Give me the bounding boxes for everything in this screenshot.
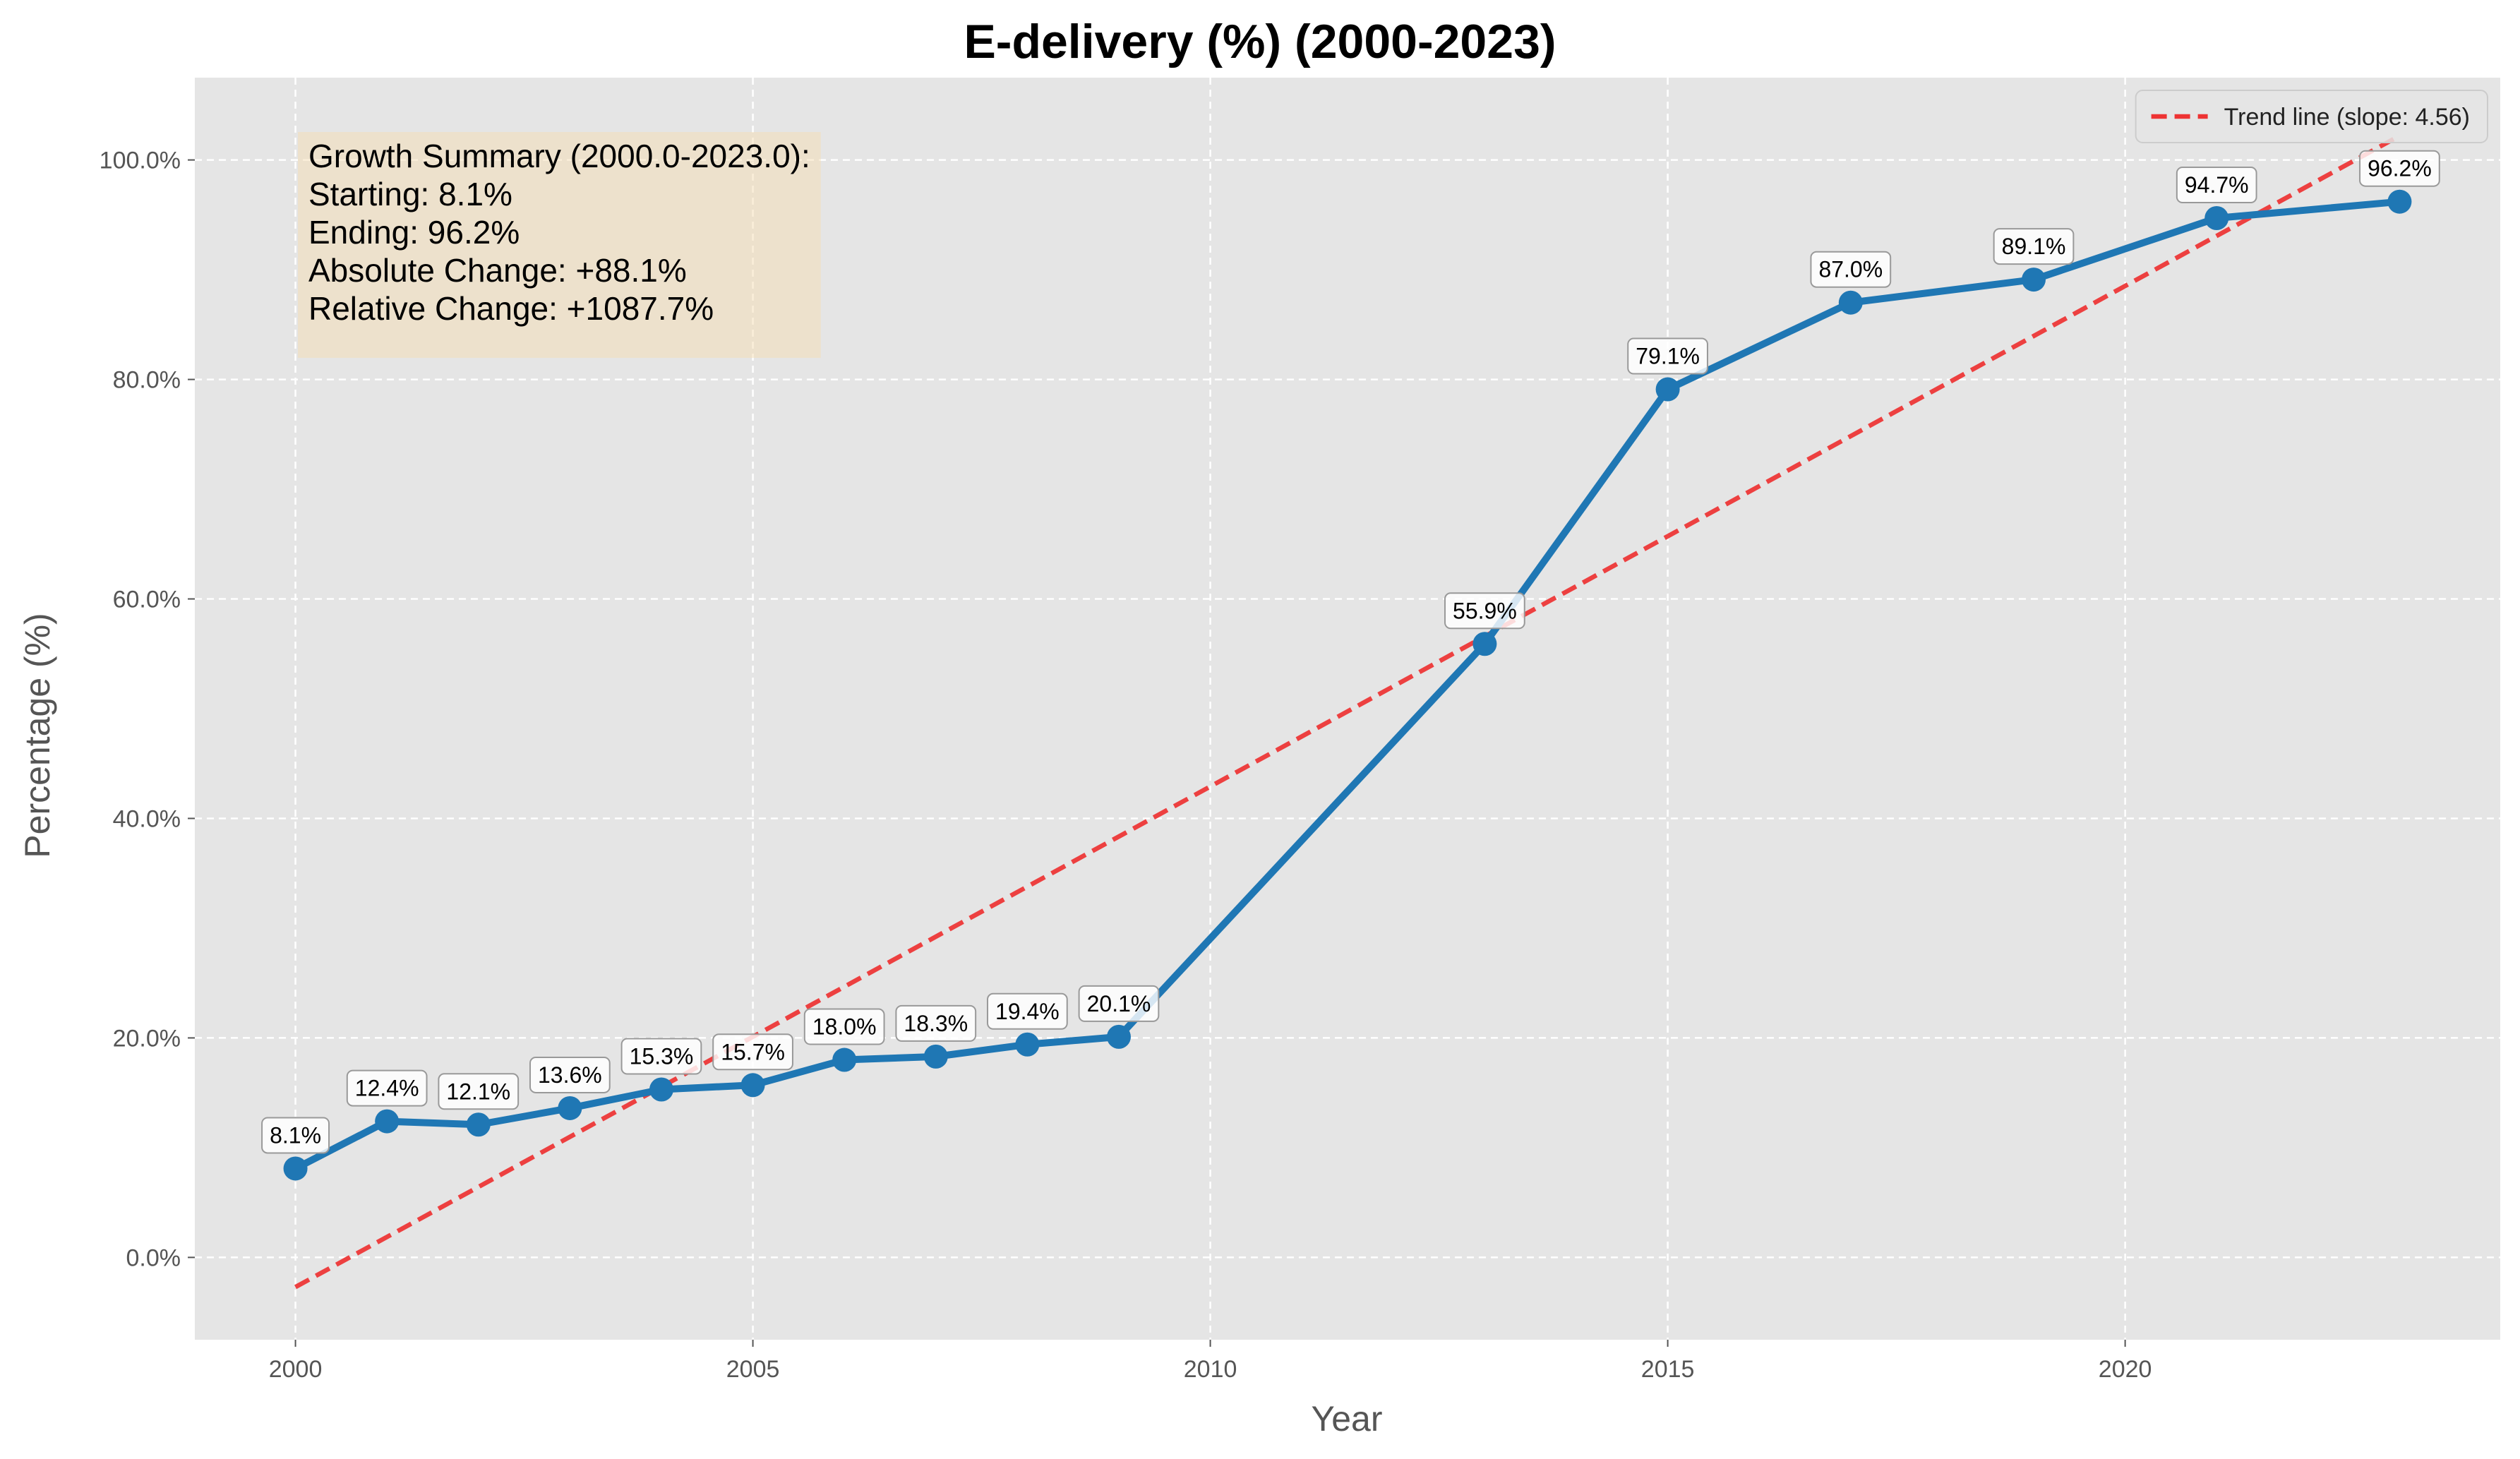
data-label-box bbox=[712, 1033, 793, 1071]
data-point bbox=[1106, 1024, 1131, 1049]
y-tick-label: 0.0% bbox=[126, 1244, 181, 1271]
data-label-text: 15.7% bbox=[721, 1039, 785, 1064]
y-tick-label: 60.0% bbox=[113, 587, 181, 613]
legend: Trend line (slope: 4.56) bbox=[2135, 90, 2488, 143]
data-label-text: 13.6% bbox=[538, 1062, 602, 1088]
growth-summary-box: Growth Summary (2000.0-2023.0):Starting:… bbox=[298, 132, 821, 358]
data-label-box bbox=[895, 1004, 977, 1042]
data-label-text: 18.3% bbox=[904, 1011, 968, 1036]
y-axis: 0.0% 20.0% 40.0% 60.0% 80.0% 100.0% bbox=[100, 148, 195, 1271]
data-series bbox=[283, 189, 2412, 1181]
data-label-text: 8.1% bbox=[270, 1122, 321, 1148]
summary-line: Starting: 8.1% bbox=[308, 176, 512, 212]
data-label: 94.7% bbox=[2176, 167, 2257, 204]
x-axis: 2000 2005 2010 2015 2020 bbox=[269, 1340, 2152, 1383]
data-label-text: 12.4% bbox=[355, 1076, 419, 1101]
data-point bbox=[466, 1112, 491, 1137]
data-label-text: 94.7% bbox=[2185, 172, 2249, 198]
data-label: 15.7% bbox=[712, 1033, 793, 1071]
data-label: 12.1% bbox=[438, 1073, 520, 1110]
data-label-box bbox=[620, 1038, 702, 1075]
summary-line: Relative Change: +1087.7% bbox=[308, 290, 714, 327]
y-axis-title: Percentage (%) bbox=[18, 613, 57, 858]
data-label-box bbox=[2176, 167, 2257, 204]
data-point bbox=[1655, 377, 1680, 402]
x-tick-label: 2015 bbox=[1641, 1356, 1695, 1383]
data-label: 20.1% bbox=[1078, 985, 1160, 1022]
data-label: 87.0% bbox=[1810, 251, 1892, 288]
data-label-box bbox=[1993, 228, 2075, 265]
series-line bbox=[292, 198, 2404, 1172]
data-point bbox=[2387, 189, 2412, 214]
data-point bbox=[2204, 206, 2229, 231]
data-label-text: 12.1% bbox=[446, 1079, 510, 1104]
x-tick-label: 2020 bbox=[2099, 1356, 2152, 1383]
data-label-box bbox=[987, 992, 1068, 1030]
data-point bbox=[2022, 268, 2046, 292]
data-label-text: 19.4% bbox=[995, 999, 1060, 1024]
data-label: 79.1% bbox=[1627, 337, 1708, 375]
data-point bbox=[1015, 1032, 1040, 1057]
data-label-text: 96.2% bbox=[2368, 156, 2432, 181]
data-label-text: 15.3% bbox=[630, 1044, 694, 1069]
data-label-box bbox=[261, 1117, 330, 1154]
data-label-box bbox=[529, 1056, 611, 1093]
summary-line: Growth Summary (2000.0-2023.0): bbox=[308, 138, 810, 174]
data-label-text: 20.1% bbox=[1087, 991, 1151, 1016]
data-point bbox=[832, 1047, 857, 1072]
data-label: 18.3% bbox=[895, 1004, 977, 1042]
legend-label: Trend line (slope: 4.56) bbox=[2224, 104, 2470, 131]
data-label-box bbox=[438, 1073, 520, 1110]
data-label: 55.9% bbox=[1444, 592, 1525, 630]
grid bbox=[195, 78, 2500, 1340]
data-label-box bbox=[803, 1008, 885, 1045]
data-label-box bbox=[1444, 592, 1525, 630]
data-point bbox=[649, 1077, 673, 1102]
data-point bbox=[740, 1073, 765, 1098]
data-point bbox=[558, 1095, 582, 1120]
data-label: 15.3% bbox=[620, 1038, 702, 1075]
x-tick-label: 2010 bbox=[1184, 1356, 1237, 1383]
data-label-text: 87.0% bbox=[1818, 257, 1883, 282]
legend-frame bbox=[2135, 90, 2488, 143]
data-label-text: 18.0% bbox=[812, 1014, 877, 1040]
y-tick-label: 40.0% bbox=[113, 805, 181, 832]
data-point bbox=[375, 1109, 400, 1134]
data-point bbox=[923, 1044, 948, 1069]
data-label: 19.4% bbox=[987, 992, 1068, 1030]
data-label-text: 89.1% bbox=[2002, 234, 2066, 259]
data-label: 96.2% bbox=[2359, 150, 2440, 187]
data-labels: 8.1% 12.4% 12.1% 13.6% 15.3% 15.7% 18.0% 18.3% 1… bbox=[261, 150, 2440, 1154]
chart-title: E-delivery (%) (2000-2023) bbox=[964, 15, 1556, 68]
data-label-text: 55.9% bbox=[1453, 598, 1517, 623]
data-label-box bbox=[1627, 337, 1708, 375]
data-label: 18.0% bbox=[803, 1008, 885, 1045]
data-label-box bbox=[346, 1069, 428, 1107]
summary-box-background bbox=[298, 132, 821, 358]
data-label-text: 79.1% bbox=[1636, 344, 1700, 369]
summary-line: Ending: 96.2% bbox=[308, 214, 520, 251]
data-label-box bbox=[2359, 150, 2440, 187]
data-label: 12.4% bbox=[346, 1069, 428, 1107]
x-axis-title: Year bbox=[1311, 1399, 1382, 1439]
data-label-box bbox=[1810, 251, 1892, 288]
data-label: 89.1% bbox=[1993, 228, 2075, 265]
y-tick-label: 20.0% bbox=[113, 1025, 181, 1052]
x-tick-label: 2005 bbox=[726, 1356, 780, 1383]
data-label-box bbox=[1078, 985, 1160, 1022]
y-tick-label: 100.0% bbox=[100, 148, 181, 174]
x-tick-label: 2000 bbox=[269, 1356, 323, 1383]
data-label: 8.1% bbox=[261, 1117, 330, 1154]
y-tick-label: 80.0% bbox=[113, 367, 181, 394]
data-point bbox=[283, 1156, 308, 1181]
data-point bbox=[1472, 632, 1497, 656]
summary-line: Absolute Change: +88.1% bbox=[308, 252, 687, 289]
data-point bbox=[1838, 290, 1863, 315]
data-label: 13.6% bbox=[529, 1056, 611, 1093]
